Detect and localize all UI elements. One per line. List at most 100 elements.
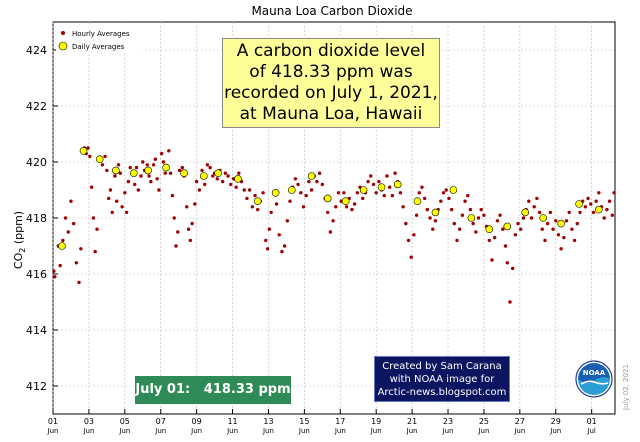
hourly-point: [591, 210, 596, 215]
hourly-point: [100, 163, 105, 167]
hourly-point: [474, 230, 478, 234]
hourly-point: [277, 233, 281, 237]
daily-point: [539, 214, 547, 222]
hourly-point: [492, 235, 497, 240]
hourly-point: [180, 165, 184, 170]
x-tick-month: Jun: [262, 427, 274, 435]
hourly-point: [185, 205, 189, 209]
x-tick-month: Jun: [406, 427, 418, 435]
hourly-point: [52, 269, 56, 273]
daily-point: [144, 166, 152, 175]
hourly-point: [414, 213, 419, 217]
daily-point: [180, 169, 188, 177]
hourly-point: [285, 219, 290, 223]
daily-point: [162, 163, 170, 172]
hourly-point: [540, 227, 544, 231]
hourly-point: [151, 163, 156, 167]
hourly-point: [510, 266, 515, 271]
hourly-point: [422, 196, 427, 201]
hourly-point: [124, 210, 129, 215]
daily-point: [413, 197, 422, 205]
x-tick-label: 17: [335, 417, 345, 426]
legend-hourly-label: Hourly Averages: [72, 30, 130, 38]
hourly-point: [174, 244, 178, 248]
hourly-point: [139, 174, 143, 178]
hourly-point: [482, 213, 486, 217]
hourly-point: [521, 216, 526, 220]
x-tick-month: Jun: [477, 427, 489, 435]
hourly-point: [208, 165, 212, 170]
hourly-point: [460, 213, 465, 217]
hourly-point: [425, 207, 430, 212]
hourly-point: [274, 202, 279, 206]
hourly-point: [63, 216, 68, 220]
hourly-point: [304, 193, 308, 198]
x-tick-month: Jun: [226, 427, 238, 435]
daily-point: [595, 205, 603, 214]
hourly-point: [282, 244, 287, 248]
hourly-point: [299, 191, 303, 195]
hourly-point: [159, 151, 164, 156]
hourly-point: [556, 233, 561, 237]
hourly-point: [176, 230, 180, 234]
annotation-line-4: at Mauna Loa, Hawaii: [239, 104, 423, 124]
hourly-point: [141, 160, 145, 164]
hourly-point: [605, 207, 609, 212]
hourly-point: [554, 219, 558, 223]
hourly-point: [463, 199, 467, 203]
hourly-point: [326, 210, 330, 215]
hourly-point: [194, 179, 199, 184]
hourly-point: [562, 235, 566, 240]
hourly-point: [350, 207, 354, 212]
side-date-label: July 02, 2021: [622, 364, 630, 410]
hourly-point: [336, 191, 341, 195]
x-tick-label: 01: [587, 417, 597, 426]
legend-box: [56, 26, 142, 52]
hourly-point: [123, 191, 127, 195]
hourly-point: [468, 207, 473, 212]
x-tick-label: 21: [407, 417, 417, 426]
legend-daily-label: Daily Averages: [72, 43, 125, 51]
hourly-point: [79, 247, 83, 251]
hourly-point: [428, 216, 432, 220]
hourly-point: [234, 185, 238, 189]
y-axis-title-unit: (ppm): [12, 211, 25, 248]
hourly-point: [186, 227, 191, 231]
hourly-point: [106, 196, 111, 201]
x-tick-label: 23: [443, 417, 453, 426]
hourly-point: [147, 174, 151, 178]
daily-point: [431, 208, 440, 217]
hourly-point: [215, 177, 219, 181]
x-tick-month: Jul: [586, 427, 596, 435]
hourly-point: [393, 171, 397, 175]
hourly-point: [296, 182, 300, 187]
hourly-point: [487, 238, 492, 243]
hourly-point: [211, 174, 215, 178]
hourly-point: [226, 174, 230, 178]
hourly-point: [537, 210, 542, 215]
value-badge: July 01: 418.33 ppm: [135, 376, 291, 404]
hourly-point: [401, 205, 405, 209]
hourly-point: [589, 202, 593, 206]
x-tick-month: Jun: [513, 427, 525, 435]
hourly-point: [128, 165, 132, 170]
hourly-point: [610, 213, 615, 217]
hourly-point: [545, 221, 550, 226]
hourly-point: [265, 247, 270, 251]
daily-point: [521, 208, 530, 217]
hourly-point: [377, 179, 381, 184]
hourly-point: [355, 191, 360, 195]
y-tick-label: 412: [26, 380, 47, 393]
hourly-point: [91, 216, 96, 220]
hourly-point: [439, 199, 443, 203]
daily-point: [323, 194, 332, 203]
hourly-point: [532, 205, 536, 209]
annotation-line-1: A carbon dioxide level: [236, 41, 426, 61]
hourly-point: [301, 205, 306, 209]
x-tick-month: Jun: [334, 427, 346, 435]
credit-box: Created by Sam Carana with NOAA image fo…: [374, 356, 510, 402]
hourly-point: [543, 238, 547, 243]
hourly-point: [77, 280, 81, 285]
x-tick-label: 01: [48, 417, 58, 426]
hourly-point: [457, 227, 462, 231]
